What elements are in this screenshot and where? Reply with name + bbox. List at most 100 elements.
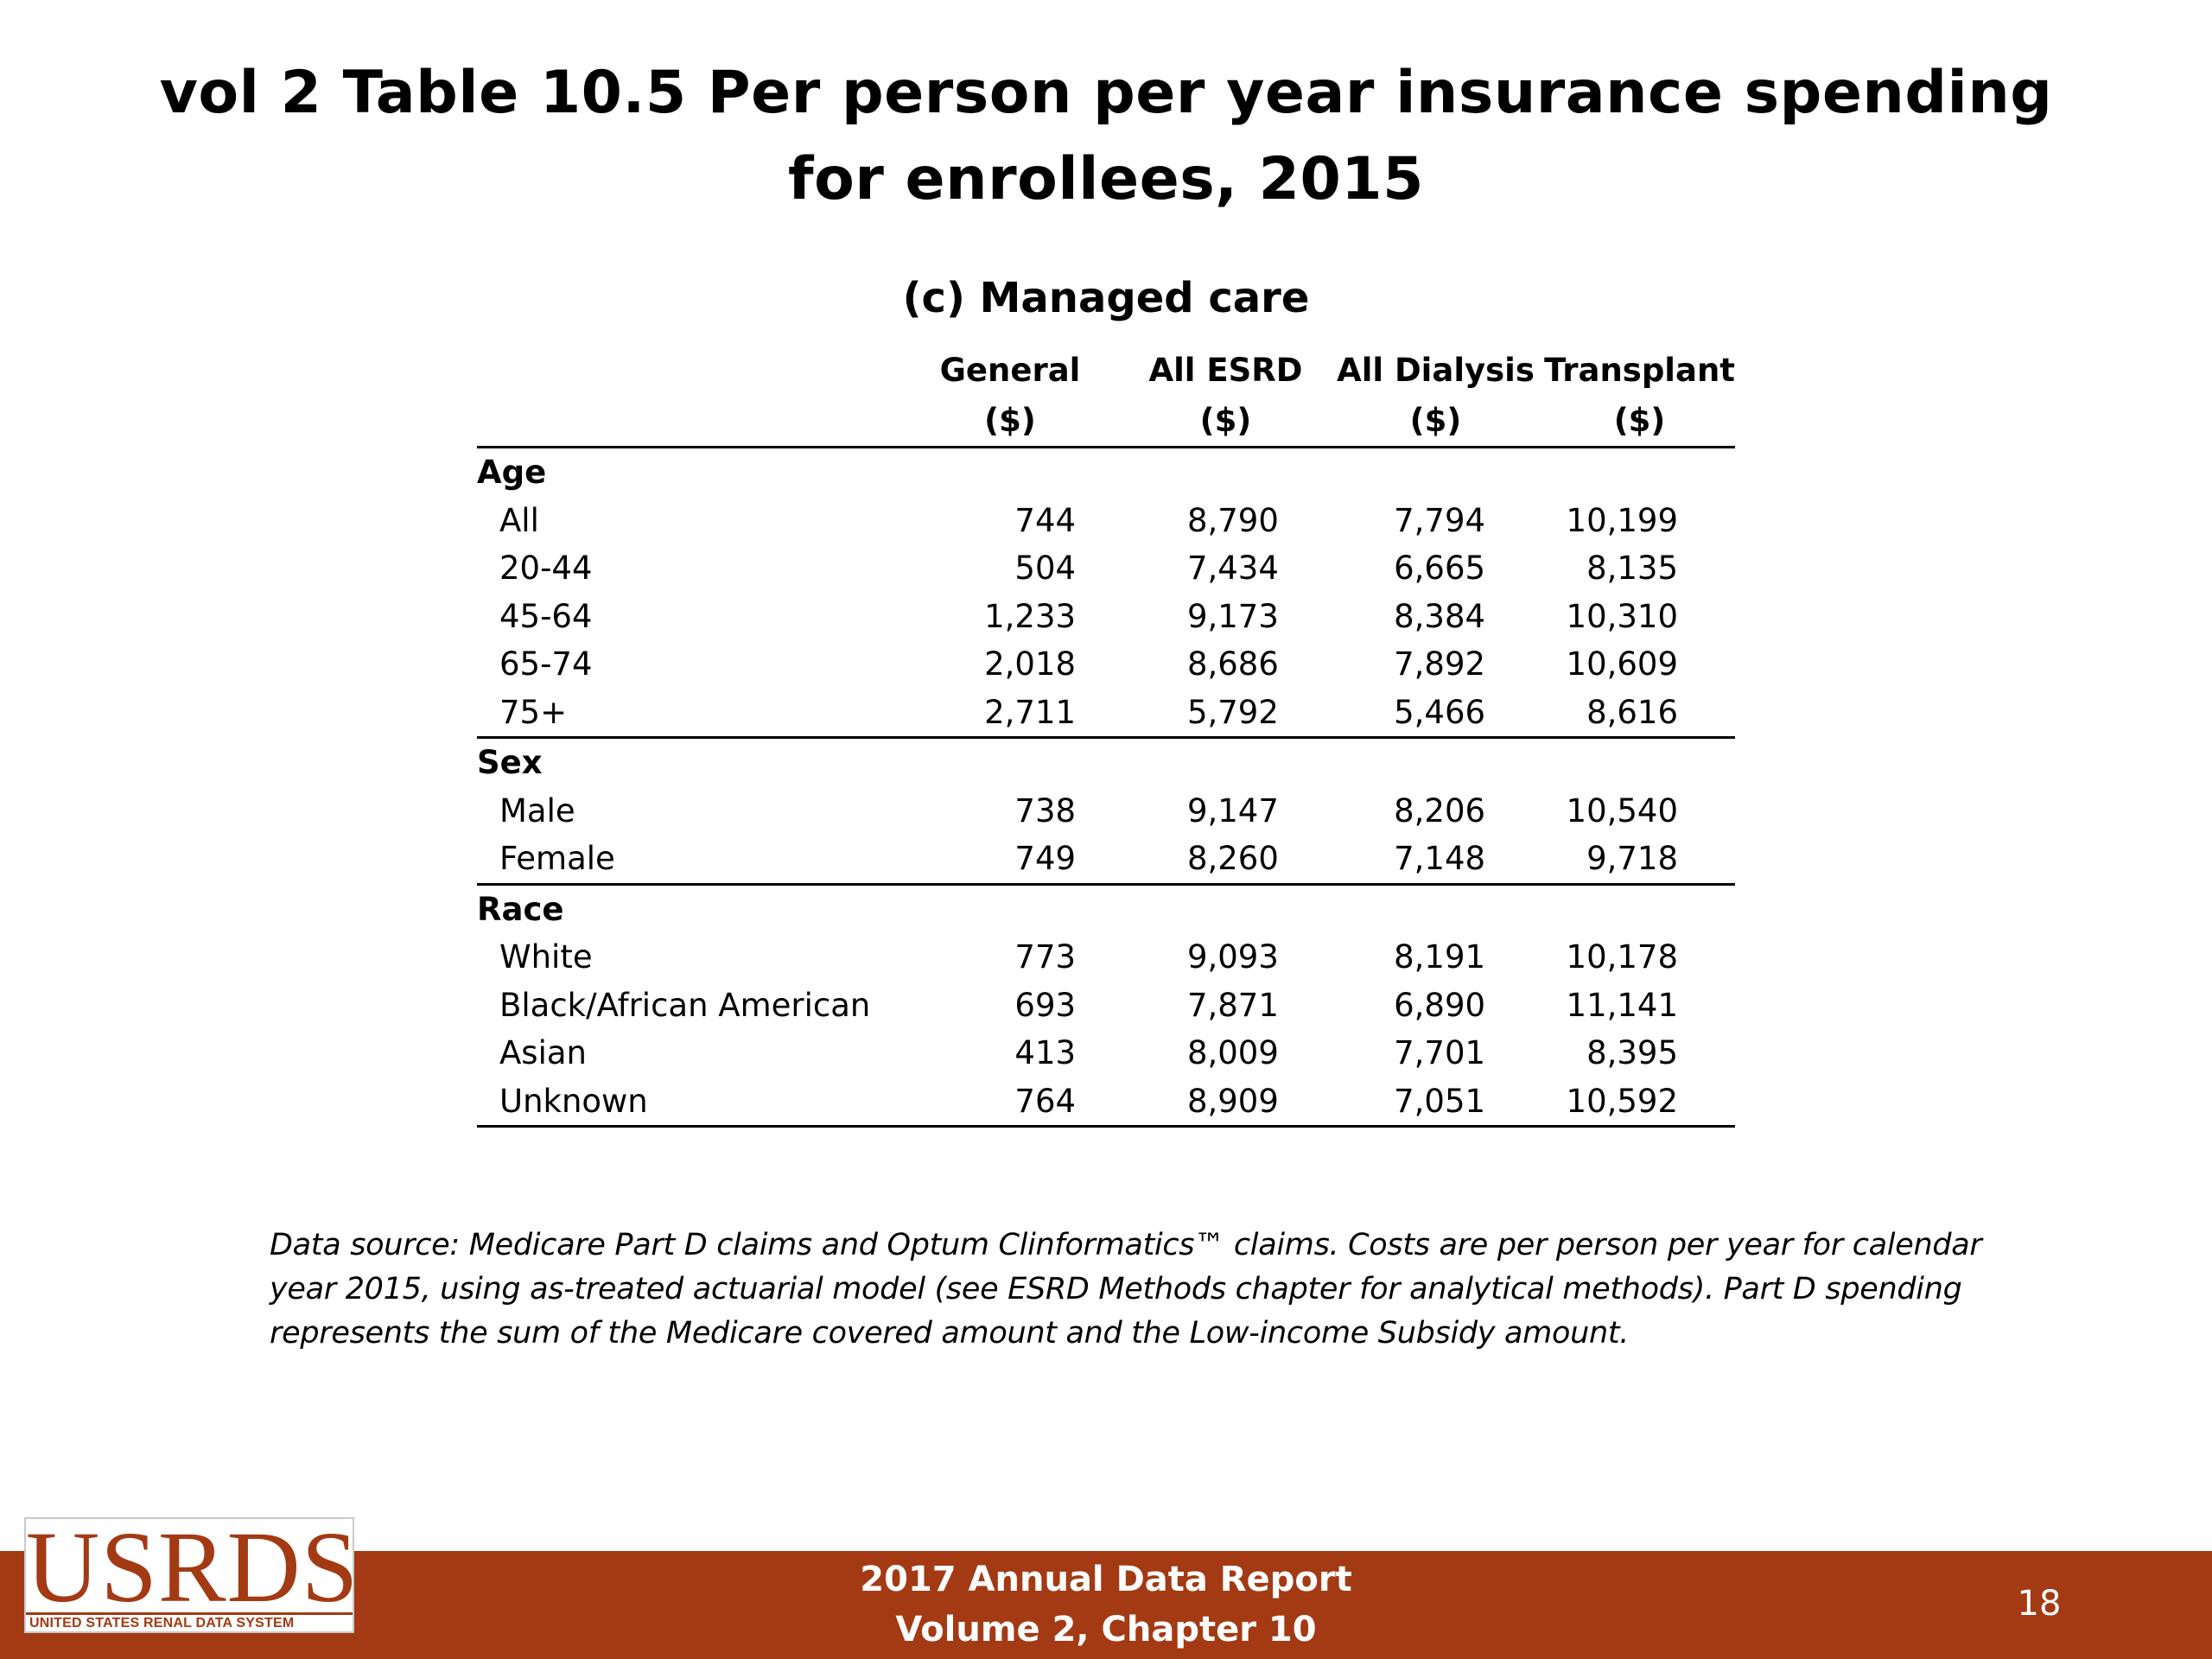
row-label: White (499, 938, 593, 976)
column-header-general: General (939, 352, 1081, 389)
column-unit-row: ($) ($) ($) ($) (477, 396, 1735, 448)
cell-transplant: 11,141 (1566, 986, 1678, 1024)
page-number: 18 (2017, 1584, 2062, 1624)
column-name-row: General All ESRD All Dialysis Transplant (477, 346, 1735, 396)
cell-general: 773 (1014, 938, 1077, 976)
logo-wordmark: USRDS (26, 1517, 354, 1624)
cell-general: 413 (1014, 1034, 1077, 1072)
group-header-row: Age (477, 448, 1735, 497)
cell-all-dialysis: 8,206 (1394, 791, 1486, 830)
cell-all-dialysis: 6,890 (1394, 986, 1486, 1024)
group-header-row: Race (477, 884, 1735, 933)
cell-transplant: 10,540 (1566, 791, 1678, 830)
table-row: Male 738 9,147 8,206 10,540 (477, 787, 1735, 836)
cell-all-dialysis: 7,794 (1394, 501, 1486, 539)
usrds-logo: USRDS UNITED STATES RENAL DATA SYSTEM (24, 1517, 354, 1633)
row-label: Asian (499, 1034, 587, 1072)
cell-general: 764 (895, 1077, 1125, 1128)
group-race: Race White 773 9,093 8,191 10,178 Black/… (477, 884, 1735, 1128)
group-age: Age All 744 8,790 7,794 10,199 20-44 504… (477, 448, 1735, 739)
cell-all-dialysis: 8,384 (1394, 597, 1486, 635)
row-label: 65-74 (499, 645, 593, 683)
cell-all-dialysis: 7,051 (1326, 1077, 1545, 1128)
row-label: Unknown (477, 1077, 896, 1128)
cell-general: 1,233 (984, 597, 1077, 635)
cell-general: 2,711 (895, 688, 1125, 739)
table-row: Female 749 8,260 7,148 9,718 (477, 835, 1735, 886)
logo-subtitle: UNITED STATES RENAL DATA SYSTEM (29, 1616, 295, 1630)
slide-title: vol 2 Table 10.5 Per person per year ins… (0, 50, 2212, 223)
cell-all-esrd: 8,260 (1124, 835, 1327, 886)
slide-title-line-1: vol 2 Table 10.5 Per person per year ins… (159, 59, 2053, 127)
cell-all-esrd: 8,790 (1186, 501, 1279, 539)
cell-general: 2,018 (984, 645, 1077, 683)
cell-general: 504 (1014, 550, 1077, 588)
column-unit-blank (477, 396, 896, 448)
slide-title-line-2: for enrollees, 2015 (788, 145, 1424, 213)
footer-bar (0, 1551, 2212, 1659)
cell-transplant: 8,395 (1586, 1034, 1678, 1072)
cell-all-esrd: 7,871 (1186, 986, 1279, 1024)
column-header-blank (477, 346, 896, 396)
cell-general: 749 (895, 835, 1125, 886)
row-label: Female (477, 835, 896, 886)
table-row: Black/African American 693 7,871 6,890 1… (477, 982, 1735, 1030)
table-row: Unknown 764 8,909 7,051 10,592 (477, 1077, 1735, 1128)
column-unit-transplant: ($) (1544, 396, 1735, 448)
data-source-footnote: Data source: Medicare Part D claims and … (270, 1228, 1982, 1351)
cell-all-dialysis: 7,701 (1394, 1034, 1486, 1072)
cell-transplant: 8,135 (1586, 550, 1678, 588)
table-row: 45-64 1,233 9,173 8,384 10,310 (477, 593, 1735, 641)
cell-transplant: 10,592 (1544, 1077, 1735, 1128)
group-label-sex: Sex (477, 744, 543, 782)
footer-line-1: 2017 Annual Data Report (860, 1560, 1352, 1599)
logo-divider (26, 1612, 353, 1615)
table-row: White 773 9,093 8,191 10,178 (477, 933, 1735, 982)
footer-report-title: 2017 Annual Data Report Volume 2, Chapte… (0, 1551, 2212, 1655)
cell-all-esrd: 9,093 (1186, 938, 1279, 976)
cell-all-esrd: 8,909 (1124, 1077, 1327, 1128)
cell-transplant: 10,310 (1566, 597, 1678, 635)
row-label: 75+ (477, 688, 896, 739)
cell-transplant: 10,178 (1566, 938, 1678, 976)
table-caption: (c) Managed care (902, 274, 1310, 322)
cell-all-esrd: 9,147 (1186, 791, 1279, 830)
row-label: Black/African American (499, 986, 871, 1024)
group-label-age: Age (477, 454, 547, 492)
row-label: Male (499, 791, 575, 830)
row-label: 20-44 (499, 550, 593, 588)
cell-transplant: 8,616 (1544, 688, 1735, 739)
cell-all-dialysis: 6,665 (1394, 550, 1486, 588)
cell-general: 744 (1014, 501, 1077, 539)
cell-all-dialysis: 7,892 (1394, 645, 1486, 683)
column-header-transplant: Transplant (1544, 352, 1735, 389)
cell-transplant: 10,199 (1566, 501, 1678, 539)
column-unit-all-dialysis: ($) (1326, 396, 1545, 448)
cell-all-dialysis: 7,148 (1326, 835, 1545, 886)
cell-all-esrd: 5,792 (1124, 688, 1327, 739)
cell-all-dialysis: 5,466 (1326, 688, 1545, 739)
cell-all-dialysis: 8,191 (1394, 938, 1486, 976)
table-row: Asian 413 8,009 7,701 8,395 (477, 1029, 1735, 1077)
column-unit-general: ($) (895, 396, 1125, 448)
group-header-row: Sex (477, 738, 1735, 787)
cell-all-esrd: 9,173 (1186, 597, 1279, 635)
cell-general: 738 (1014, 791, 1077, 830)
spending-table: General All ESRD All Dialysis Transplant… (477, 346, 1735, 1128)
column-header-all-esrd: All ESRD (1148, 352, 1303, 389)
group-label-race: Race (477, 890, 564, 928)
cell-all-esrd: 8,686 (1186, 645, 1279, 683)
row-label: All (499, 501, 539, 539)
table-header: General All ESRD All Dialysis Transplant… (477, 346, 1735, 448)
column-unit-all-esrd: ($) (1124, 396, 1327, 448)
table-row: 20-44 504 7,434 6,665 8,135 (477, 544, 1735, 593)
group-sex: Sex Male 738 9,147 8,206 10,540 Female 7… (477, 738, 1735, 886)
row-label: 45-64 (499, 597, 593, 635)
cell-transplant: 10,609 (1566, 645, 1678, 683)
cell-all-esrd: 8,009 (1186, 1034, 1279, 1072)
table-row: 75+ 2,711 5,792 5,466 8,616 (477, 688, 1735, 739)
footer-line-2: Volume 2, Chapter 10 (895, 1610, 1317, 1649)
cell-all-esrd: 7,434 (1186, 550, 1279, 588)
table-row: 65-74 2,018 8,686 7,892 10,609 (477, 640, 1735, 689)
cell-general: 693 (1014, 986, 1077, 1024)
